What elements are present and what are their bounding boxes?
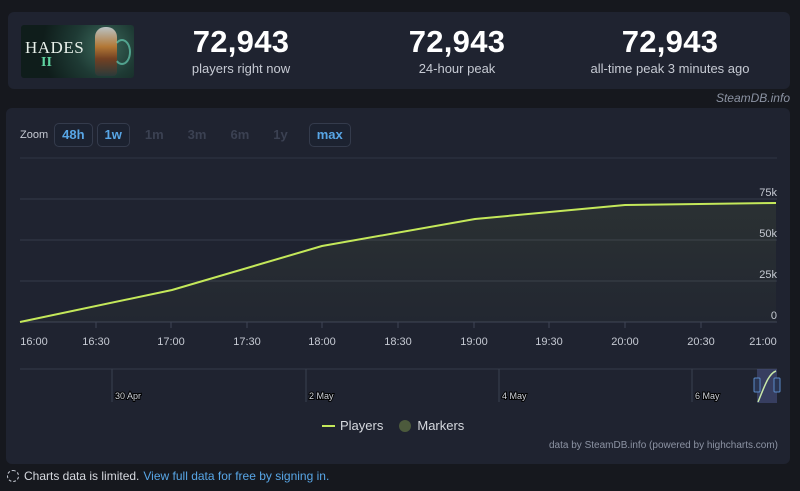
svg-text:19:00: 19:00 <box>460 336 488 348</box>
markers-legend-dot-icon <box>399 419 412 432</box>
chart-credits-link[interactable]: data by SteamDB.info (powered by highcha… <box>549 440 778 451</box>
y-axis-labels: 75k 50k 25k 0 <box>759 187 777 322</box>
zoom-label: Zoom <box>20 129 49 141</box>
chart-legend: Players Markers <box>322 418 464 433</box>
notice-text: Charts data is limited. <box>24 469 140 483</box>
svg-text:6 May: 6 May <box>695 391 720 401</box>
zoom-48h-button[interactable]: 48h <box>54 123 93 147</box>
game-logo-numeral: II <box>41 55 52 70</box>
legend-markers[interactable]: Markers <box>417 418 465 433</box>
navigator-handle-right <box>773 377 781 393</box>
stat-players-now: 72,943 players right now <box>164 24 318 77</box>
svg-text:2 May: 2 May <box>309 391 334 401</box>
swirl-art-icon <box>113 39 131 65</box>
svg-text:20:30: 20:30 <box>687 336 715 348</box>
players-now-label: players right now <box>191 61 291 76</box>
stats-header-card <box>8 12 790 89</box>
x-axis-ticks <box>95 322 702 328</box>
svg-text:25k: 25k <box>759 269 777 281</box>
peak-24h-label: 24-hour peak <box>418 61 496 76</box>
svg-text:16:00: 16:00 <box>20 336 48 348</box>
all-time-peak-value: 72,943 <box>621 24 719 59</box>
stat-all-time-peak: 72,943 all-time peak 3 minutes ago <box>570 24 770 77</box>
legend-players[interactable]: Players <box>340 418 384 433</box>
svg-text:18:30: 18:30 <box>384 336 412 348</box>
steamdb-brand-link[interactable]: SteamDB.info <box>715 91 790 105</box>
zoom-max-button[interactable]: max <box>308 123 351 147</box>
dashed-circle-icon <box>7 470 19 482</box>
limited-data-notice: Charts data is limited. View full data f… <box>7 469 329 483</box>
svg-text:20:00: 20:00 <box>611 336 639 348</box>
character-art-icon <box>95 27 117 76</box>
svg-text:17:30: 17:30 <box>233 336 261 348</box>
peak-24h-value: 72,943 <box>408 24 506 59</box>
navigator[interactable]: 30 Apr 2 May 4 May 6 May <box>20 368 781 403</box>
zoom-6m-button[interactable]: 6m <box>219 123 260 147</box>
players-legend-line-icon <box>322 424 335 427</box>
players-line[interactable] <box>19 202 777 323</box>
all-time-peak-label: all-time peak 3 minutes ago <box>590 61 750 76</box>
svg-text:19:30: 19:30 <box>535 336 563 348</box>
zoom-range-selector: Zoom 48h 1w 1m 3m 6m 1y max <box>20 123 355 147</box>
stat-24h-peak: 72,943 24-hour peak <box>380 24 534 77</box>
players-area <box>20 203 776 322</box>
players-now-value: 72,943 <box>192 24 290 59</box>
svg-text:30 Apr: 30 Apr <box>115 391 141 401</box>
navigator-handle-left <box>753 377 761 393</box>
svg-text:75k: 75k <box>759 187 777 199</box>
game-logo-text: HADES <box>25 38 85 57</box>
svg-text:0: 0 <box>771 310 777 322</box>
sign-in-link[interactable]: View full data for free by signing in. <box>143 469 330 483</box>
svg-text:4 May: 4 May <box>502 391 527 401</box>
zoom-1y-button[interactable]: 1y <box>262 123 298 147</box>
svg-text:21:00: 21:00 <box>749 336 777 348</box>
zoom-1m-button[interactable]: 1m <box>134 123 175 147</box>
zoom-1w-button[interactable]: 1w <box>96 123 130 147</box>
svg-text:18:00: 18:00 <box>308 336 336 348</box>
zoom-3m-button[interactable]: 3m <box>177 123 218 147</box>
svg-text:50k: 50k <box>759 228 777 240</box>
game-capsule-image[interactable]: HADES II <box>21 25 134 78</box>
navigator-selection <box>757 369 777 403</box>
x-axis-labels: 16:00 16:30 17:00 17:30 18:00 18:30 19:0… <box>20 336 777 348</box>
svg-text:17:00: 17:00 <box>157 336 185 348</box>
svg-text:16:30: 16:30 <box>82 336 110 348</box>
